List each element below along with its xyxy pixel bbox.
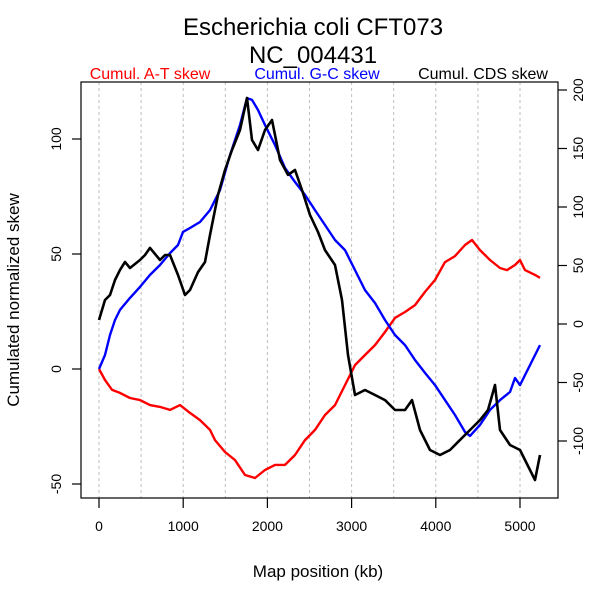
x-tick-label: 4000: [420, 518, 451, 534]
x-tick-label: 3000: [336, 518, 367, 534]
x-axis: 0 1000 2000 3000 4000 5000: [95, 498, 536, 534]
series-line-cumul-a-t-skew: [97, 238, 541, 480]
series-line-cumul-g-c-skew: [97, 96, 542, 438]
y-axis-left: -50 0 50 100: [48, 127, 81, 494]
y-axis-right: -100 -50 0 50 100 150 200: [558, 78, 586, 455]
legend-cds-skew: Cumul. CDS skew: [418, 66, 548, 83]
x-tick-label: 5000: [504, 518, 535, 534]
y-right-tick-label: -50: [570, 372, 586, 392]
legend-gc-skew: Cumul. G-C skew: [254, 66, 380, 83]
plot-frame: [80, 81, 559, 499]
y-right-tick-label: -100: [570, 427, 586, 455]
series-line-cumul-cds-skew: [97, 96, 542, 482]
x-tick-label: 0: [95, 518, 103, 534]
y-right-tick-label: 100: [570, 195, 586, 219]
chart-title: Escherichia coli CFT073: [183, 14, 443, 41]
series-lines: [97, 96, 542, 482]
chart-subtitle: NC_004431: [249, 42, 377, 69]
y-left-tick-label: 50: [48, 246, 64, 262]
y-right-tick-label: 150: [570, 137, 586, 161]
y-left-tick-label: -50: [48, 474, 64, 494]
y-axis-label: Cumulated normalized skew: [4, 193, 23, 407]
y-right-tick-label: 200: [570, 78, 586, 102]
y-right-tick-label: 0: [570, 320, 586, 328]
x-tick-label: 1000: [168, 518, 199, 534]
legend-at-skew: Cumul. A-T skew: [90, 66, 211, 83]
y-right-tick-label: 50: [570, 258, 586, 274]
x-axis-label: Map position (kb): [253, 562, 383, 581]
y-left-tick-label: 0: [48, 365, 64, 373]
y-left-tick-label: 100: [48, 127, 64, 151]
x-tick-label: 2000: [252, 518, 283, 534]
